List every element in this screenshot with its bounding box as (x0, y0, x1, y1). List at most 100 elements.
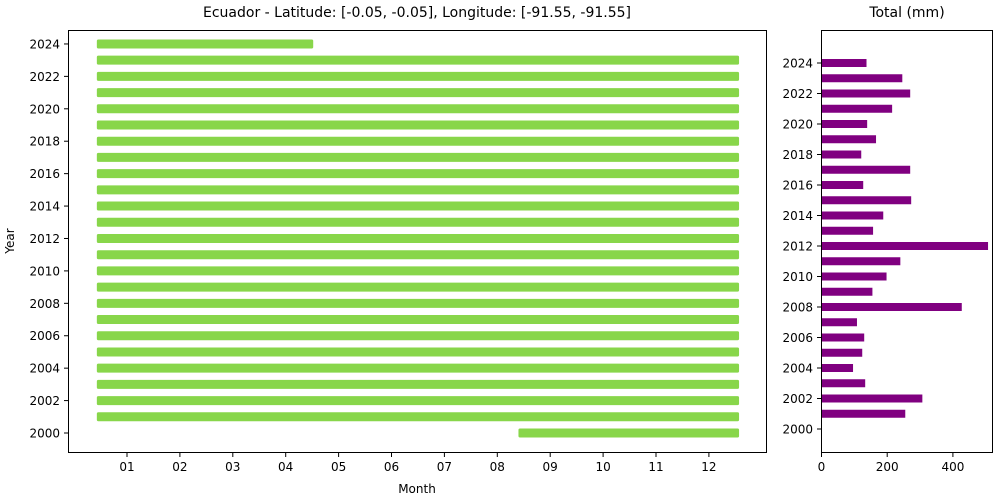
month-tick-label: 12 (701, 460, 716, 474)
month-tick-label: 05 (331, 460, 346, 474)
timeline-bar-2002 (96, 396, 740, 406)
month-tick-label: 01 (119, 460, 134, 474)
total-tick-label: 400 (941, 460, 964, 474)
timeline-bar-2018 (96, 136, 740, 146)
total-bar-2018 (821, 150, 862, 159)
month-tick-label: 06 (384, 460, 399, 474)
total-bar-2022 (821, 89, 911, 98)
timeline-bar-2021 (96, 88, 740, 98)
year-tick-label: 2008 (29, 297, 60, 311)
timeline-bar-2022 (96, 71, 740, 81)
total-year-tick-label: 2012 (782, 240, 813, 254)
total-year-tick-label: 2000 (782, 423, 813, 437)
total-bar-2003 (821, 379, 866, 388)
month-axis-ticks: 01 02 03 04 05 06 07 08 09 10 11 12 (119, 453, 717, 474)
total-bar-2011 (821, 257, 901, 266)
total-bar-2006 (821, 333, 865, 342)
month-tick-label: 11 (648, 460, 663, 474)
total-tick-label: 0 (818, 460, 826, 474)
total-year-tick-label: 2016 (782, 179, 813, 193)
total-year-tick-label: 2002 (782, 392, 813, 406)
timeline-bar-2007 (96, 315, 740, 325)
month-tick-label: 02 (172, 460, 187, 474)
total-bar-2013 (821, 226, 874, 235)
total-bar-2004 (821, 364, 854, 372)
year-tick-label: 2022 (29, 70, 60, 84)
year-tick-label: 2014 (29, 200, 60, 214)
timeline-bar-2016 (96, 169, 740, 179)
timeline-bar-2011 (96, 250, 740, 260)
total-year-tick-label: 2004 (782, 362, 813, 376)
total-year-tick-label: 2008 (782, 301, 813, 315)
timeline-bar-2020 (96, 104, 740, 114)
total-year-tick-label: 2006 (782, 331, 813, 345)
total-bar-2020 (821, 120, 868, 128)
total-tick-label: 200 (876, 460, 899, 474)
timeline-bar-2001 (96, 412, 740, 422)
y-axis-label: Year (3, 228, 17, 254)
total-year-tick-label: 2010 (782, 270, 813, 284)
month-tick-label: 04 (278, 460, 293, 474)
timeline-bar-2004 (96, 363, 740, 373)
year-tick-label: 2020 (29, 102, 60, 116)
year-tick-label: 2024 (29, 37, 60, 51)
total-bar-2010 (821, 272, 887, 281)
month-tick-label: 03 (225, 460, 240, 474)
timeline-bar-2008 (96, 298, 740, 308)
timeline-bar-2012 (96, 233, 740, 243)
right-chart-title: Total (mm) (868, 5, 944, 21)
month-tick-label: 09 (543, 460, 558, 474)
total-year-tick-label: 2020 (782, 118, 813, 132)
total-bar-2017 (821, 165, 911, 174)
year-tick-label: 2002 (29, 394, 60, 408)
year-tick-label: 2004 (29, 362, 60, 376)
timeline-bar-2015 (96, 185, 740, 195)
total-bar-2014 (821, 211, 884, 220)
total-bar-2002 (821, 394, 923, 403)
timeline-bars (96, 39, 740, 438)
timeline-bar-2010 (96, 266, 740, 276)
timeline-bar-2003 (96, 379, 740, 389)
total-year-tick-label: 2014 (782, 209, 813, 223)
timeline-bar-2013 (96, 217, 740, 227)
total-axis-ticks: 0 200 400 (818, 453, 964, 474)
total-bar-2012 (821, 242, 989, 250)
total-bar-2009 (821, 287, 873, 296)
left-axes-frame (68, 30, 767, 453)
timeline-bar-2017 (96, 152, 740, 162)
total-year-ticks: 2000 2002 2004 2006 2008 2010 2012 2014 2016 2018… (782, 57, 821, 437)
total-bar-2008 (821, 303, 962, 311)
total-year-tick-label: 2018 (782, 148, 813, 162)
total-bar-2024 (821, 59, 867, 67)
timeline-bar-2023 (96, 55, 740, 65)
timeline-bar-2000 (518, 428, 740, 438)
total-bar-2021 (821, 104, 893, 113)
total-bar-2007 (821, 318, 857, 327)
total-bars (821, 59, 989, 418)
year-tick-label: 2010 (29, 264, 60, 278)
year-tick-label: 2018 (29, 135, 60, 149)
total-bar-2015 (821, 196, 912, 205)
year-tick-label: 2016 (29, 167, 60, 181)
timeline-bar-2009 (96, 282, 740, 292)
timeline-bar-2019 (96, 120, 740, 130)
year-tick-label: 2000 (29, 427, 60, 441)
timeline-bar-2024 (96, 39, 314, 49)
right-axes-frame (821, 30, 993, 453)
total-bar-2001 (821, 409, 906, 418)
left-chart-title: Ecuador - Latitude: [-0.05, -0.05], Long… (203, 5, 631, 21)
timeline-bar-2006 (96, 331, 740, 341)
x-axis-label: Month (398, 482, 436, 496)
timeline-bar-2005 (96, 347, 740, 357)
month-tick-label: 07 (437, 460, 452, 474)
total-bar-2005 (821, 348, 863, 357)
total-bar-2016 (821, 181, 864, 189)
total-year-tick-label: 2022 (782, 87, 813, 101)
year-axis-ticks: 2000 2002 2004 2006 2008 2010 2012 2014 2016 2018… (29, 37, 68, 441)
month-tick-label: 10 (595, 460, 610, 474)
year-tick-label: 2006 (29, 329, 60, 343)
month-tick-label: 08 (490, 460, 505, 474)
year-tick-label: 2012 (29, 232, 60, 246)
total-bar-2019 (821, 135, 877, 144)
